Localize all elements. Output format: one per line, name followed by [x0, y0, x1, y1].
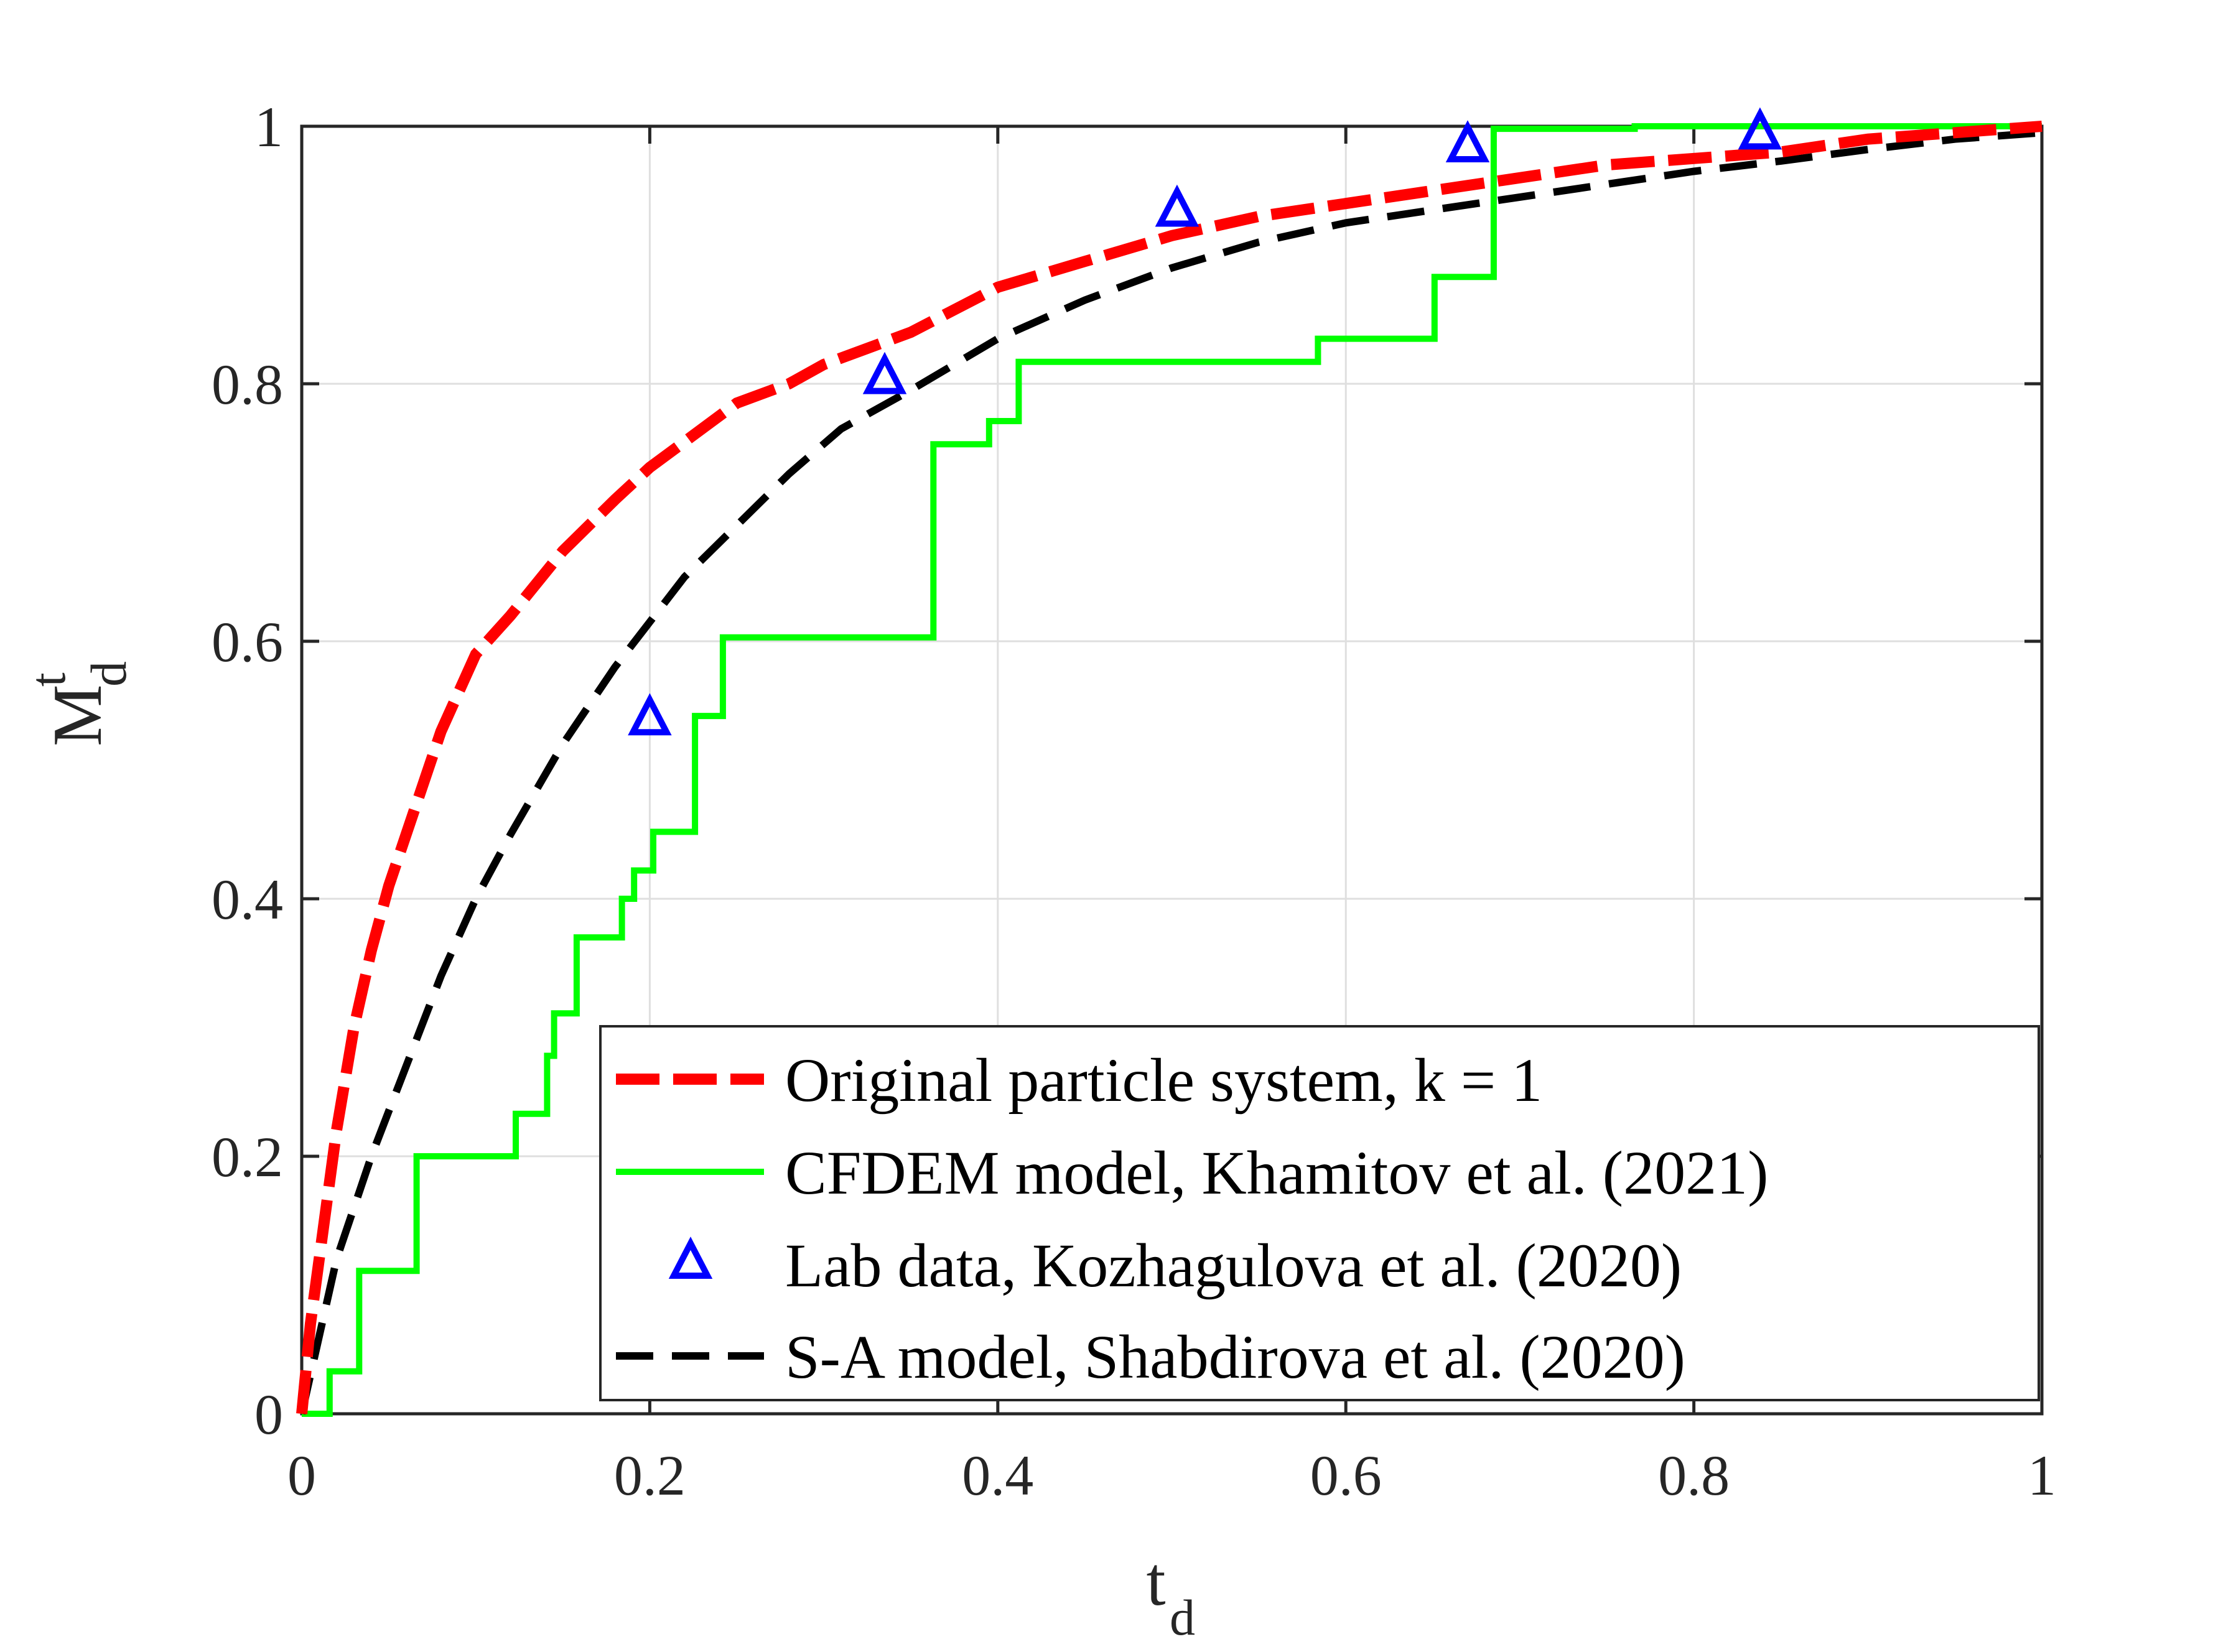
y-axis-title-main: M	[39, 684, 116, 746]
plot-area-frame	[300, 124, 2044, 1416]
series-line-original-particle-system-k-1	[296, 121, 2043, 1414]
lab-data-point-marker	[628, 693, 672, 736]
legend-label-cfdem: CFDEM model, Khamitov et al. (2021)	[785, 1138, 1768, 1207]
y-axis-title-superscript: t	[19, 672, 76, 687]
axis-ticks: 0 0.2 0.4 0.6 0.8 1 0 0.2 0.4 0.6 0.8 1	[212, 95, 2056, 1507]
lab-data-point-marker	[1445, 120, 1490, 163]
y-axis-title: M t d	[19, 661, 137, 746]
series-line-s-a-model-shabdirova-et-al-2020	[298, 129, 2043, 1415]
x-tick-label: 0.6	[1310, 1444, 1382, 1507]
y-tick-label: 1	[254, 95, 283, 159]
lab-data-point-marker	[862, 351, 907, 394]
x-tick-label: 1	[2028, 1444, 2056, 1507]
y-axis-title-subscript: d	[80, 661, 137, 687]
x-tick-label: 0	[287, 1444, 316, 1507]
x-axis-title: t d	[1146, 1543, 1195, 1646]
legend: Original particle system, k = 1 CFDEM mo…	[599, 1025, 2040, 1401]
legend-swatch-lab-data	[668, 1237, 713, 1279]
series-line-cfdem-model-khamitov-et-al-2021	[302, 123, 2042, 1417]
x-axis-title-subscript: d	[1170, 1589, 1195, 1646]
x-tick-label: 0.2	[614, 1444, 686, 1507]
x-tick-label: 0.8	[1658, 1444, 1730, 1507]
legend-label-original: Original particle system, k = 1	[785, 1046, 1542, 1115]
y-tick-label: 0.4	[212, 868, 283, 931]
plot-series	[296, 107, 2043, 1417]
legend-label-lab-data: Lab data, Kozhagulova et al. (2020)	[785, 1231, 1682, 1300]
x-tick-label: 0.4	[962, 1444, 1033, 1507]
y-tick-label: 0.8	[212, 353, 283, 416]
y-tick-label: 0.2	[212, 1125, 283, 1189]
lab-data-point-marker	[1738, 107, 1782, 150]
x-axis-title-main: t	[1146, 1543, 1165, 1620]
y-tick-label: 0	[254, 1383, 283, 1446]
legend-label-sa-model: S-A model, Shabdirova et al. (2020)	[785, 1322, 1685, 1391]
legend-box	[599, 1025, 2040, 1401]
lab-data-point-marker	[1155, 184, 1200, 227]
y-tick-label: 0.6	[212, 610, 283, 674]
